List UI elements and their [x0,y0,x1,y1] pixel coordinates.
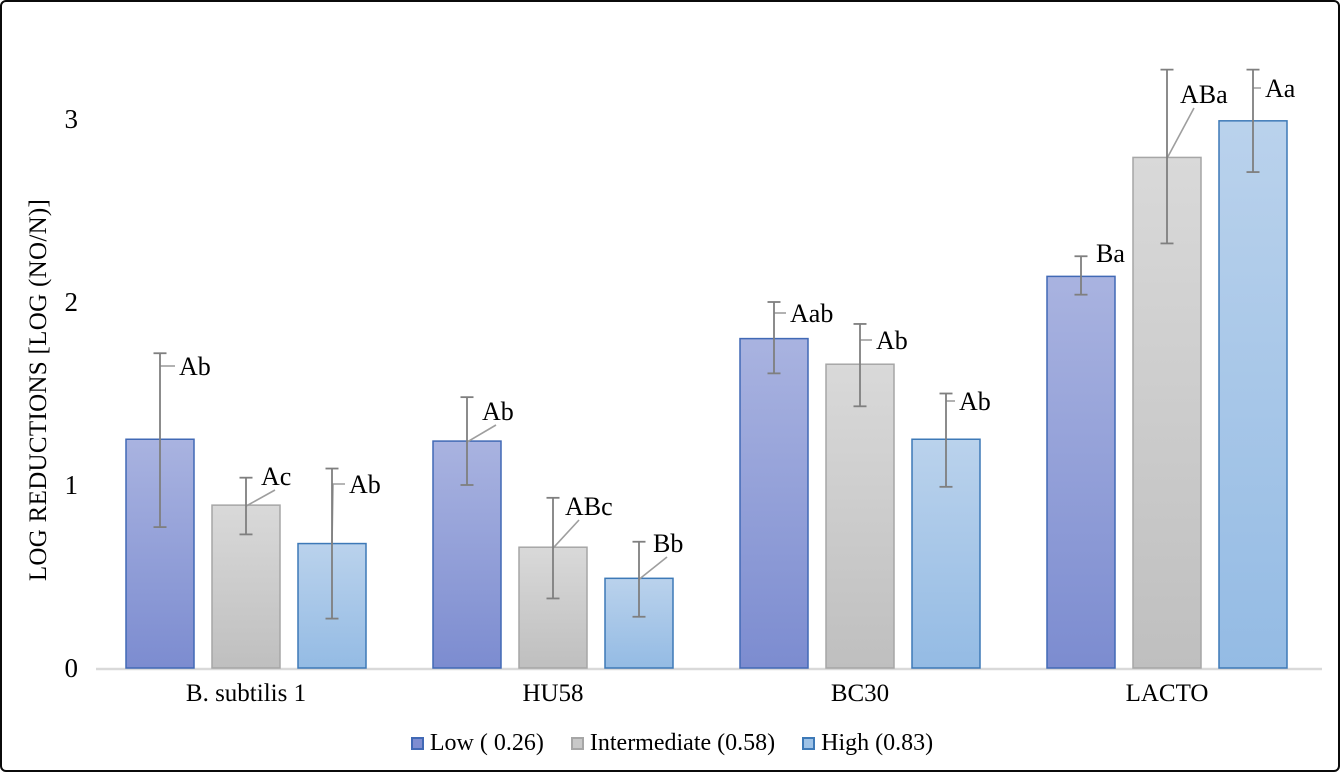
significance-label: Aa [1265,74,1296,103]
error-bar [1160,68,1174,245]
legend-swatch-icon [802,736,816,750]
legend-label: Intermediate (0.58) [589,730,776,756]
error-bar [1074,255,1088,296]
significance-label: Ab [876,326,908,355]
significance-label: Ab [482,397,514,426]
significance-label: Ab [179,352,211,381]
significance-label: ABc [565,492,613,521]
bar-low-LACTO [1046,275,1116,669]
bar-intermediate-BC30 [825,363,895,669]
label-leader-line [552,519,580,549]
legend-item: Low ( 0.26) [410,730,544,756]
significance-label: ABa [1180,80,1228,109]
bar-low-BC30 [739,337,809,669]
y-tick-label: 0 [65,653,79,683]
error-bar [325,467,339,620]
x-category-label: BC30 [831,680,889,707]
error-bar [1246,68,1260,173]
label-leader-line [331,483,345,545]
error-bar [632,540,646,618]
x-category-label: HU58 [522,680,583,707]
label-leader-line [638,556,668,580]
y-tick-label: 1 [65,470,79,500]
x-category-label: LACTO [1126,680,1209,707]
error-bar [460,396,474,486]
significance-label: Ac [261,462,291,491]
error-bar [767,301,781,375]
label-leader-line [466,424,497,443]
significance-label: Ba [1096,239,1125,268]
error-bar [853,323,867,408]
legend-item: High (0.83) [802,731,933,755]
legend: Low ( 0.26) Intermediate (0.58) High (0.83… [2,726,1338,760]
y-tick-label: 2 [65,287,79,317]
bar-high-LACTO [1218,120,1288,669]
significance-label: Aab [790,299,833,328]
error-bar [546,496,560,600]
legend-label: Low ( 0.26) [429,730,544,756]
significance-label: Bb [653,529,683,558]
x-category-label: B. subtilis 1 [186,680,306,707]
error-bar [239,476,253,536]
significance-label: Ab [959,387,991,416]
error-bar [153,352,167,528]
legend-item: Intermediate (0.58) [570,730,776,756]
label-leader-line [1166,107,1195,159]
legend-swatch-icon [410,736,424,750]
y-tick-label: 3 [65,104,79,134]
legend-label: High (0.83) [821,730,934,756]
error-bar [939,392,953,488]
legend-swatch-icon [570,736,584,750]
significance-label: Ab [349,470,381,499]
label-leader-line [245,489,276,507]
